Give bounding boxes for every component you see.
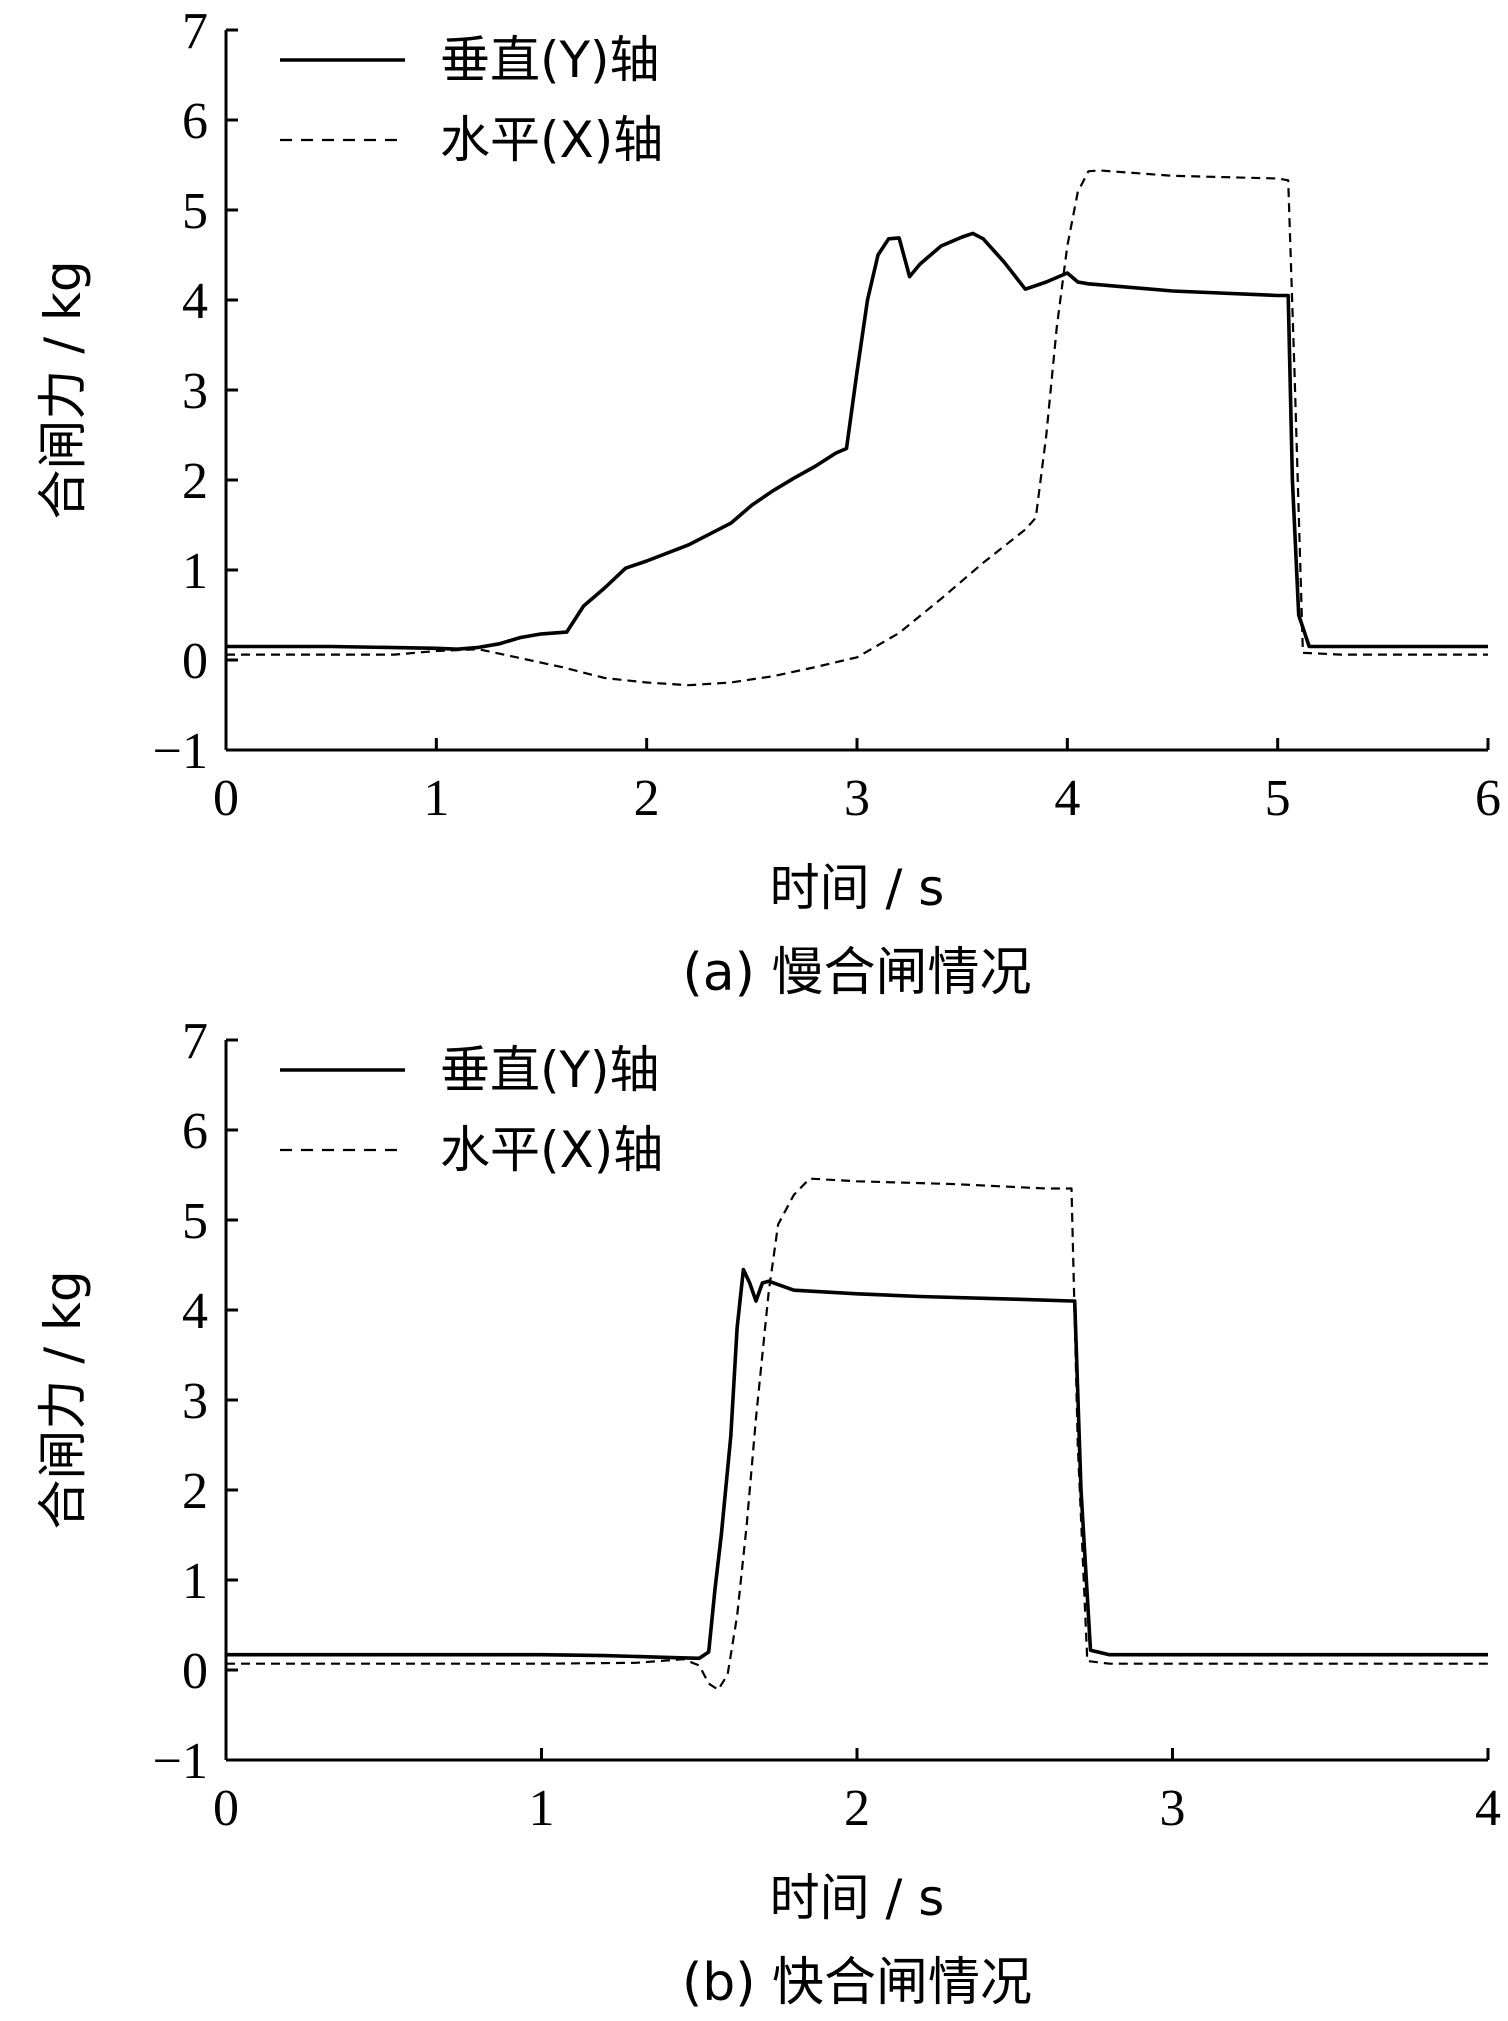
y-tick-label: 0 [182, 1643, 208, 1700]
chart-caption: (b) 快合闸情况 [682, 1953, 1032, 2013]
series-line-vertical-y [226, 1267, 1488, 1661]
x-tick-label: 4 [1475, 1780, 1501, 1837]
chart-panel-b: −1 0 1 2 3 4 5 6 7 0 1 2 3 4 时间 / s 合闸力 / kg (b) 快合闸情况 垂直… [0, 1010, 1508, 2021]
x-tick-label: 2 [634, 770, 660, 827]
x-axis-title: 时间 / s [770, 859, 945, 917]
y-tick-label: 3 [182, 363, 208, 420]
chart-caption: (a) 慢合闸情况 [683, 943, 1032, 1003]
y-tick-label: 2 [182, 1463, 208, 1520]
y-tick-label: 5 [182, 183, 208, 240]
legend-label: 垂直(Y)轴 [440, 1041, 660, 1099]
chart-panel-a: −1 0 1 2 3 4 5 6 7 0 1 2 3 4 5 6 时间 / s 合闸力 / kg (a) 慢合闸情况… [0, 0, 1508, 1010]
y-tick-label: 0 [182, 633, 208, 690]
y-tick-label: −1 [153, 723, 208, 780]
y-axis-title: 合闸力 / kg [34, 260, 92, 519]
legend-label: 水平(X)轴 [440, 111, 663, 169]
x-tick-label: 4 [1054, 770, 1080, 827]
x-axis-title: 时间 / s [770, 1869, 945, 1927]
x-tick-label: 3 [1160, 1780, 1186, 1837]
x-tick-label: 1 [529, 1780, 555, 1837]
x-tick-label: 3 [844, 770, 870, 827]
x-tick-label: 0 [213, 770, 239, 827]
series-line-horizontal-x [226, 1177, 1488, 1691]
x-tick-label: 2 [844, 1780, 870, 1837]
series-line-horizontal-x [226, 169, 1488, 687]
y-tick-label: 7 [182, 3, 208, 60]
y-tick-label: 3 [182, 1373, 208, 1430]
y-tick-label: 1 [182, 543, 208, 600]
y-tick-label: 7 [182, 1013, 208, 1070]
x-tick-label: 0 [213, 1780, 239, 1837]
legend-label: 水平(X)轴 [440, 1121, 663, 1179]
y-tick-label: 4 [182, 1283, 208, 1340]
y-tick-label: 5 [182, 1193, 208, 1250]
x-tick-label: 5 [1265, 770, 1291, 827]
x-tick-label: 1 [423, 770, 449, 827]
y-tick-label: 6 [182, 1103, 208, 1160]
y-tick-label: 4 [182, 273, 208, 330]
y-axis-title: 合闸力 / kg [34, 1270, 92, 1529]
x-tick-label: 6 [1475, 770, 1501, 827]
y-tick-label: 2 [182, 453, 208, 510]
y-tick-label: 1 [182, 1553, 208, 1610]
y-tick-label: −1 [153, 1733, 208, 1790]
series-line-vertical-y [226, 231, 1488, 652]
y-tick-label: 6 [182, 93, 208, 150]
legend-label: 垂直(Y)轴 [440, 31, 660, 89]
